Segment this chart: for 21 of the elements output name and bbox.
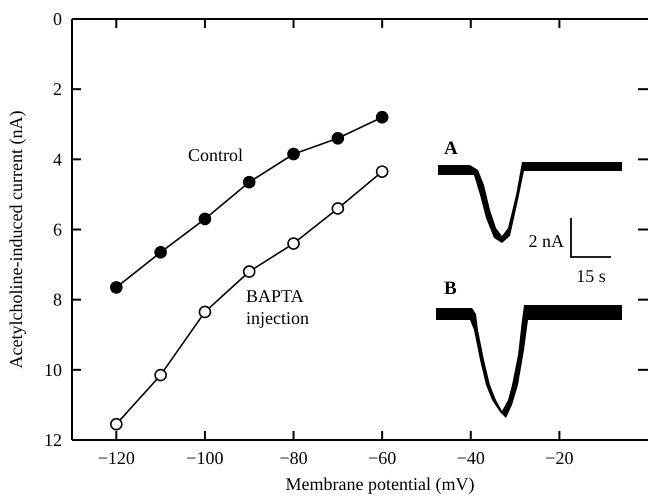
x-tick-label: −80 [279, 448, 308, 468]
y-tick-label: 10 [44, 360, 62, 380]
x-tick-label: −60 [368, 448, 396, 468]
x-tick-label: −20 [545, 448, 574, 468]
y-axis-title: Acetylcholine-induced current (nA) [6, 110, 26, 368]
y-tick-label: 12 [44, 430, 62, 450]
annotation: 15 s [576, 266, 606, 286]
series-label: Control [188, 145, 244, 165]
x-tick-label: −40 [456, 448, 485, 468]
annotation: B [444, 278, 457, 299]
y-tick-label: 0 [53, 9, 62, 29]
y-tick-label: 4 [53, 149, 62, 170]
series-label: BAPTA injection [246, 286, 309, 328]
annotation: 2 nA [528, 231, 564, 251]
y-tick-label: 6 [53, 220, 62, 240]
x-tick-label: −100 [186, 448, 224, 468]
annotation: A [444, 138, 458, 159]
y-tick-label: 2 [53, 79, 62, 100]
x-axis-title: Membrane potential (mV) [286, 474, 474, 494]
x-tick-label: −120 [98, 448, 135, 468]
y-tick-label: 8 [53, 290, 62, 310]
